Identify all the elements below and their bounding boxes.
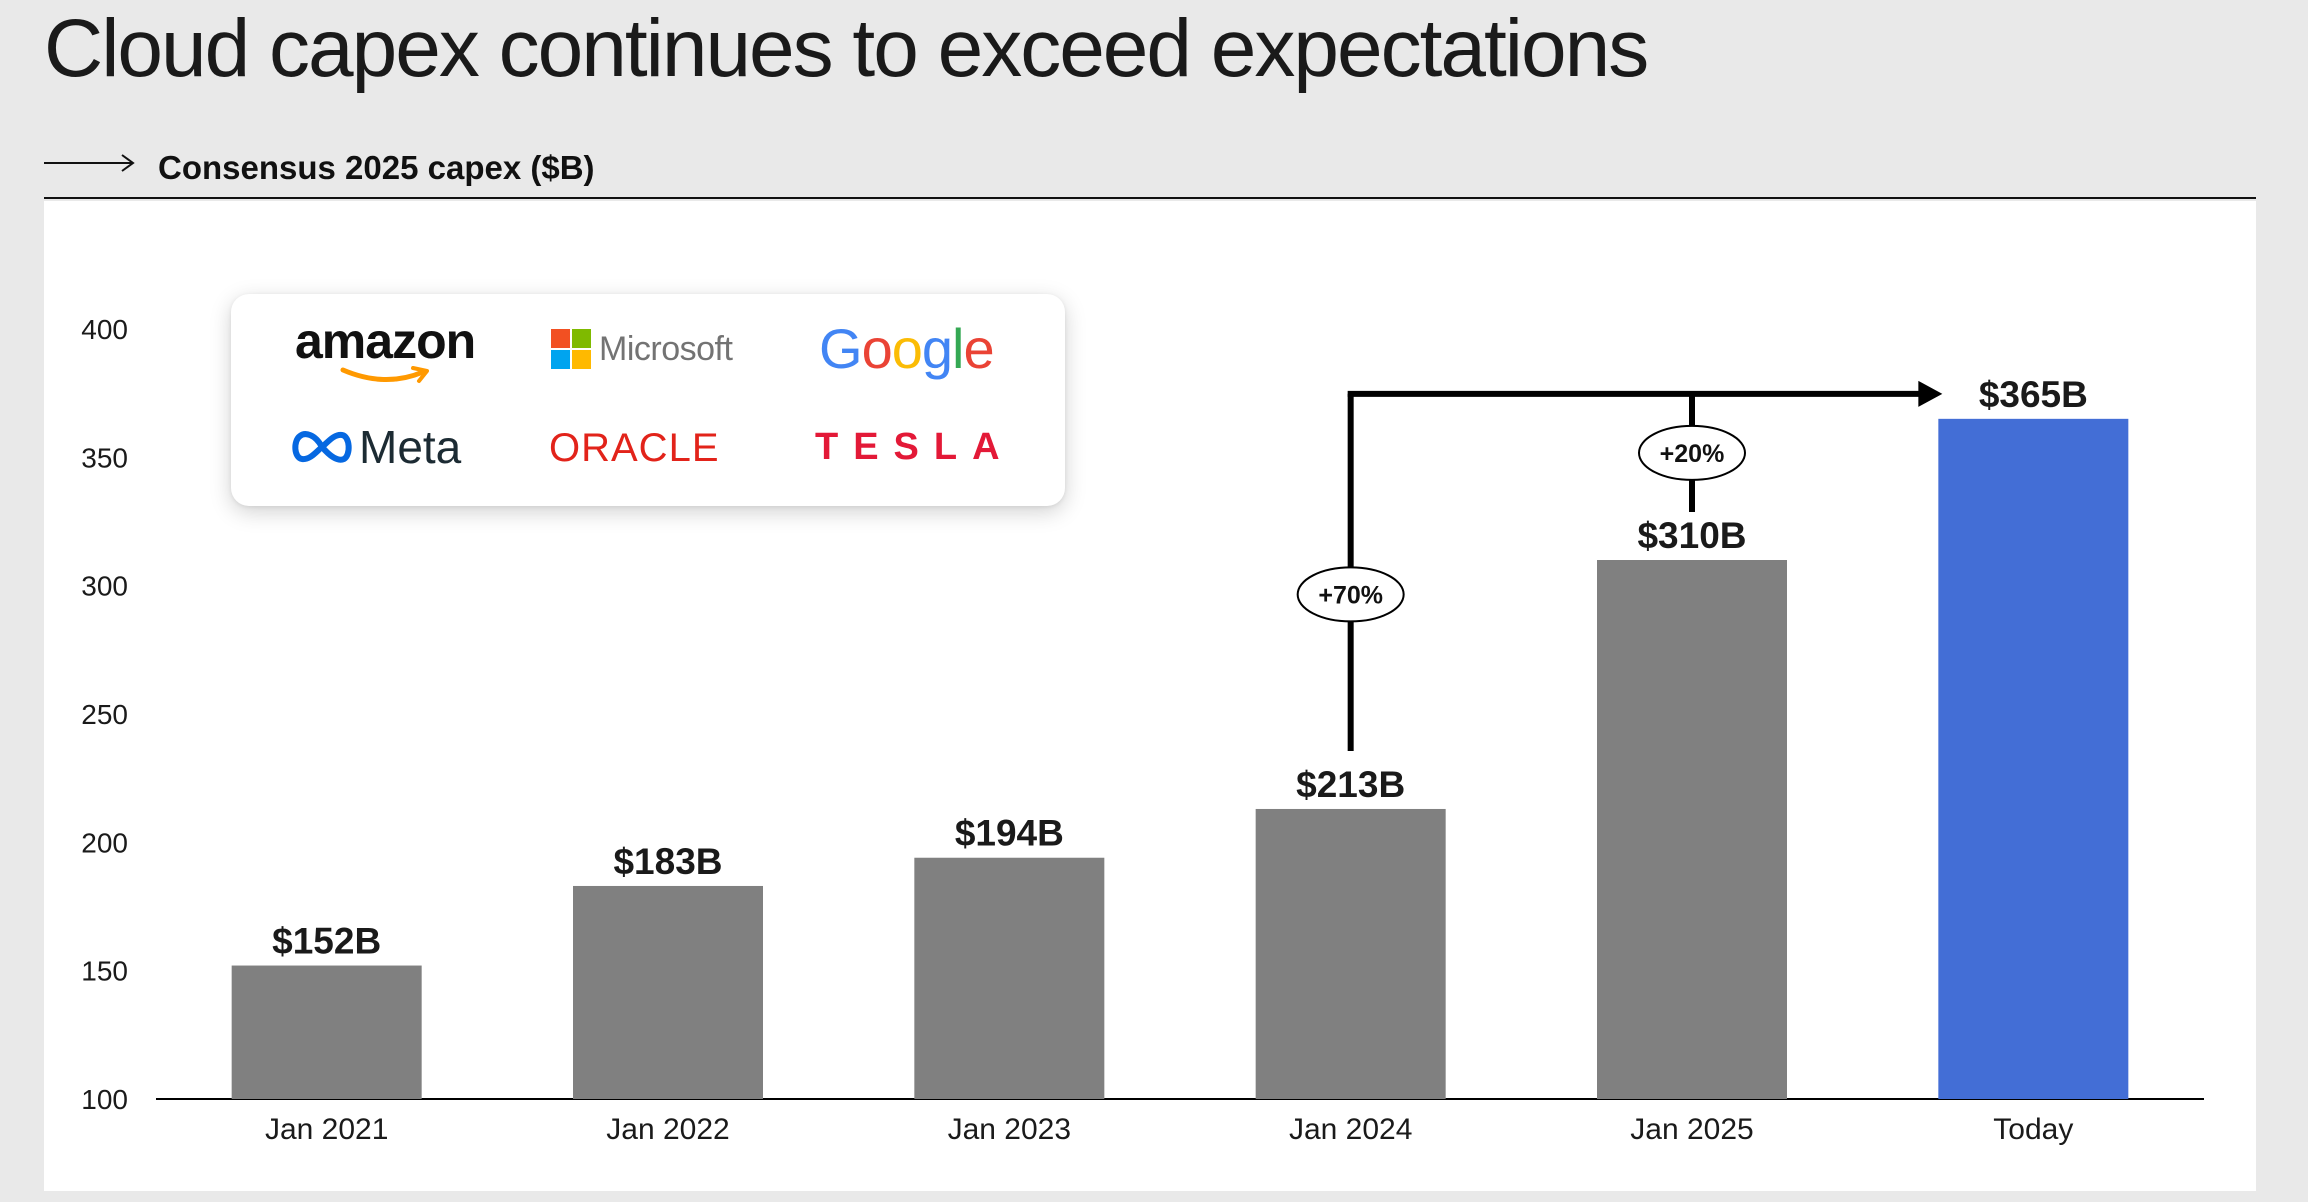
y-tick-label: 300 bbox=[81, 571, 128, 602]
growth-annotations: +70% +20% bbox=[1296, 380, 1943, 751]
arrowhead-icon bbox=[1918, 380, 1943, 407]
data-label: $194B bbox=[955, 813, 1064, 854]
x-axis: Jan 2021 Jan 2022 Jan 2023 Jan 2024 Jan 2025… bbox=[265, 1113, 2073, 1146]
y-tick-label: 400 bbox=[81, 314, 128, 345]
arrow-right-icon bbox=[44, 154, 135, 172]
bar bbox=[1255, 808, 1446, 1099]
bar bbox=[1938, 418, 2129, 1099]
microsoft-squares-icon bbox=[551, 329, 591, 369]
bar-chart: 100 150 200 250 300 350 400 $152B $183B $194B $21… bbox=[81, 314, 2204, 1146]
meta-infinity-icon bbox=[292, 431, 352, 463]
tesla-logo: TESLA bbox=[815, 426, 1015, 468]
growth-label: +20% bbox=[1660, 440, 1725, 468]
x-tick-label: Jan 2022 bbox=[606, 1113, 729, 1146]
x-tick-label: Jan 2024 bbox=[1289, 1113, 1412, 1146]
subtitle-divider bbox=[44, 197, 2256, 199]
microsoft-logo: Microsoft bbox=[551, 329, 733, 369]
y-tick-label: 150 bbox=[81, 956, 128, 987]
x-tick-label: Jan 2023 bbox=[948, 1113, 1071, 1146]
bar bbox=[573, 885, 763, 1099]
bar bbox=[914, 857, 1105, 1099]
page-title: Cloud capex continues to exceed expectat… bbox=[44, 3, 1649, 94]
y-tick-label: 350 bbox=[81, 442, 128, 473]
x-tick-label: Jan 2021 bbox=[265, 1113, 388, 1146]
data-label: $365B bbox=[1979, 374, 2088, 415]
amazon-smile-icon bbox=[340, 366, 430, 383]
data-label: $310B bbox=[1637, 515, 1746, 556]
growth-badge bbox=[1638, 424, 1746, 481]
meta-logo: Meta bbox=[289, 420, 461, 474]
chart-panel: 100 150 200 250 300 350 400 $152B $183B $194B $21… bbox=[44, 201, 2256, 1191]
growth-badge bbox=[1296, 566, 1405, 623]
chart-subtitle: Consensus 2025 capex ($B) bbox=[158, 149, 595, 186]
x-tick-label: Today bbox=[1993, 1113, 2073, 1146]
bars: $152B $183B $194B $213B $310B $365B bbox=[231, 374, 2129, 1099]
oracle-logo: ORACLE bbox=[549, 426, 720, 470]
data-label: $183B bbox=[613, 841, 722, 882]
data-label: $213B bbox=[1296, 764, 1405, 805]
chart-subtitle-row: Consensus 2025 capex ($B) bbox=[44, 140, 2256, 200]
x-tick-label: Jan 2025 bbox=[1630, 1113, 1753, 1146]
y-axis: 100 150 200 250 300 350 400 bbox=[81, 314, 128, 1115]
y-tick-label: 100 bbox=[81, 1084, 128, 1115]
bar bbox=[231, 965, 422, 1099]
amazon-logo: amazon bbox=[295, 316, 476, 386]
y-tick-label: 250 bbox=[81, 699, 128, 730]
growth-label: +70% bbox=[1318, 581, 1383, 609]
y-tick-label: 200 bbox=[81, 827, 128, 858]
data-label: $152B bbox=[272, 921, 381, 962]
bar bbox=[1597, 560, 1787, 1099]
